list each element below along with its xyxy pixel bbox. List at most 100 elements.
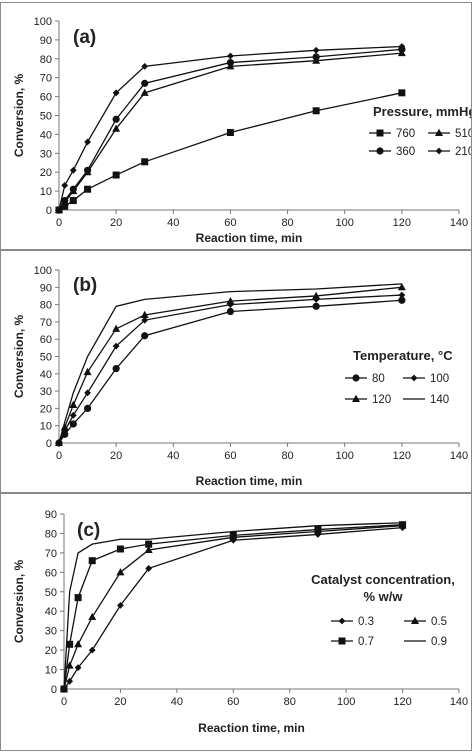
- legend-title: % w/w: [363, 589, 403, 604]
- legend-item-120: 120: [345, 394, 391, 406]
- series-line-760: [58, 92, 402, 211]
- x-tick-label: 0: [61, 696, 67, 708]
- data-point-0.7: [116, 545, 124, 553]
- panel-c: 0 10 20 30 40 50 60 70 80 90 0 20 40 60 80 100 120 140 Rea…: [0, 493, 472, 751]
- y-tick-label: 30: [40, 386, 52, 398]
- legend-marker: [338, 617, 346, 625]
- legend-marker: [352, 374, 360, 382]
- x-tick-label: 120: [393, 696, 411, 708]
- x-tick-label: 40: [167, 217, 179, 229]
- data-point-120: [112, 324, 121, 332]
- data-point-510: [69, 186, 78, 195]
- legend: Catalyst concentration, % w/w 0.3 0.5 0.7 0.9: [311, 572, 455, 648]
- y-tick-label: 100: [34, 16, 52, 28]
- legend-marker: [410, 374, 418, 382]
- legend-item-0.7: 0.7: [331, 636, 374, 648]
- data-point-210: [227, 52, 234, 60]
- data-point-510: [226, 62, 235, 70]
- data-point-120: [226, 296, 235, 305]
- data-point-80: [312, 302, 320, 310]
- x-axis-title: Reaction time, min: [196, 474, 303, 488]
- y-tick-label: 80: [45, 528, 57, 540]
- series-80: [55, 296, 406, 447]
- series-line-80: [58, 299, 402, 444]
- y-tick-label: 10: [45, 665, 57, 677]
- data-point-0.7: [88, 557, 96, 565]
- y-tick-label: 90: [45, 509, 57, 521]
- legend-label: 360: [396, 146, 415, 158]
- y-tick-label: 50: [45, 587, 57, 599]
- data-point-80: [141, 332, 149, 340]
- y-tick-label: 80: [40, 54, 52, 66]
- data-point-510: [83, 168, 92, 176]
- x-tick-label: 100: [337, 696, 355, 708]
- y-tick-label: 30: [40, 148, 52, 160]
- y-axis-title: Conversion, %: [12, 560, 26, 644]
- y-tick-label: 10: [40, 186, 52, 198]
- legend-marker: [376, 129, 384, 137]
- x-tick-label: 140: [450, 217, 468, 229]
- x-tick-label: 40: [167, 450, 179, 462]
- x-tick-label: 60: [224, 450, 236, 462]
- y-tick-label: 70: [45, 548, 57, 560]
- x-tick-label: 0: [56, 450, 62, 462]
- series-line-140: [58, 283, 402, 444]
- data-point-100: [84, 389, 91, 397]
- legend-marker: [376, 147, 384, 155]
- series-140: [58, 283, 402, 444]
- legend-item-760: 760: [369, 128, 415, 140]
- data-point-760: [398, 89, 406, 97]
- data-point-0.5: [74, 640, 83, 648]
- x-tick-label: 100: [336, 217, 354, 229]
- legend-label: 0.7: [358, 636, 374, 648]
- data-point-100: [227, 301, 234, 308]
- legend-label: 100: [430, 373, 449, 385]
- y-tick-label: 0: [51, 684, 57, 696]
- legend-label: 0.9: [431, 636, 447, 648]
- legend-label: 0.5: [431, 616, 447, 628]
- legend-item-100: 100: [403, 373, 449, 385]
- y-axis-title: Conversion, %: [12, 315, 26, 399]
- y-tick-label: 20: [40, 403, 52, 415]
- y-tick-label: 90: [40, 35, 52, 47]
- series-line-0.5: [63, 525, 403, 690]
- y-tick-label: 60: [40, 92, 52, 104]
- data-point-0.3: [74, 664, 82, 672]
- legend-title: Temperature, °C: [353, 348, 453, 363]
- chart-pressure: 0 10 20 30 40 50 60 70 80 90 100 0 20 40 60 80 100 120 140…: [12, 16, 471, 245]
- series-line-0.7: [63, 524, 403, 690]
- y-tick-label: 50: [40, 111, 52, 123]
- y-tick-label: 0: [46, 205, 52, 217]
- panel-label: (c): [77, 520, 100, 541]
- y-tick-label: 0: [46, 438, 52, 450]
- data-point-0.5: [65, 661, 74, 669]
- legend-item-0.3: 0.3: [331, 616, 374, 628]
- data-point-510: [112, 124, 121, 132]
- data-point-760: [61, 202, 69, 210]
- legend-title: Catalyst concentration,: [311, 572, 455, 587]
- x-tick-label: 20: [110, 217, 122, 229]
- data-point-760: [226, 129, 234, 137]
- data-point-120: [397, 283, 406, 291]
- data-point-0.7: [66, 640, 74, 648]
- legend-label: 510: [455, 128, 471, 140]
- legend-title: Pressure, mmHg: [373, 104, 471, 119]
- chart-temperature: 0 10 20 30 40 50 60 70 80 90 100 0 20 40 60 80 100 120 140…: [12, 265, 468, 488]
- data-point-510: [312, 56, 321, 64]
- y-tick-label: 70: [40, 317, 52, 329]
- y-tick-label: 40: [45, 606, 57, 618]
- data-point-210: [112, 89, 120, 97]
- legend: Temperature, °C 80 100 120 140: [345, 348, 453, 406]
- data-point-120: [83, 367, 92, 376]
- data-point-0.3: [66, 677, 74, 685]
- data-point-210: [398, 43, 406, 50]
- y-tick-label: 30: [45, 626, 57, 638]
- data-point-210: [55, 206, 63, 214]
- legend-marker: [352, 394, 360, 402]
- data-point-210: [141, 62, 149, 70]
- x-tick-label: 0: [56, 217, 62, 229]
- panel-a: 0 10 20 30 40 50 60 70 80 90 100 0 20 40 60 80 100 120 140…: [0, 2, 472, 250]
- series-0.9: [63, 522, 403, 690]
- x-axis-title: Reaction time, min: [198, 721, 305, 735]
- data-point-210: [69, 166, 77, 174]
